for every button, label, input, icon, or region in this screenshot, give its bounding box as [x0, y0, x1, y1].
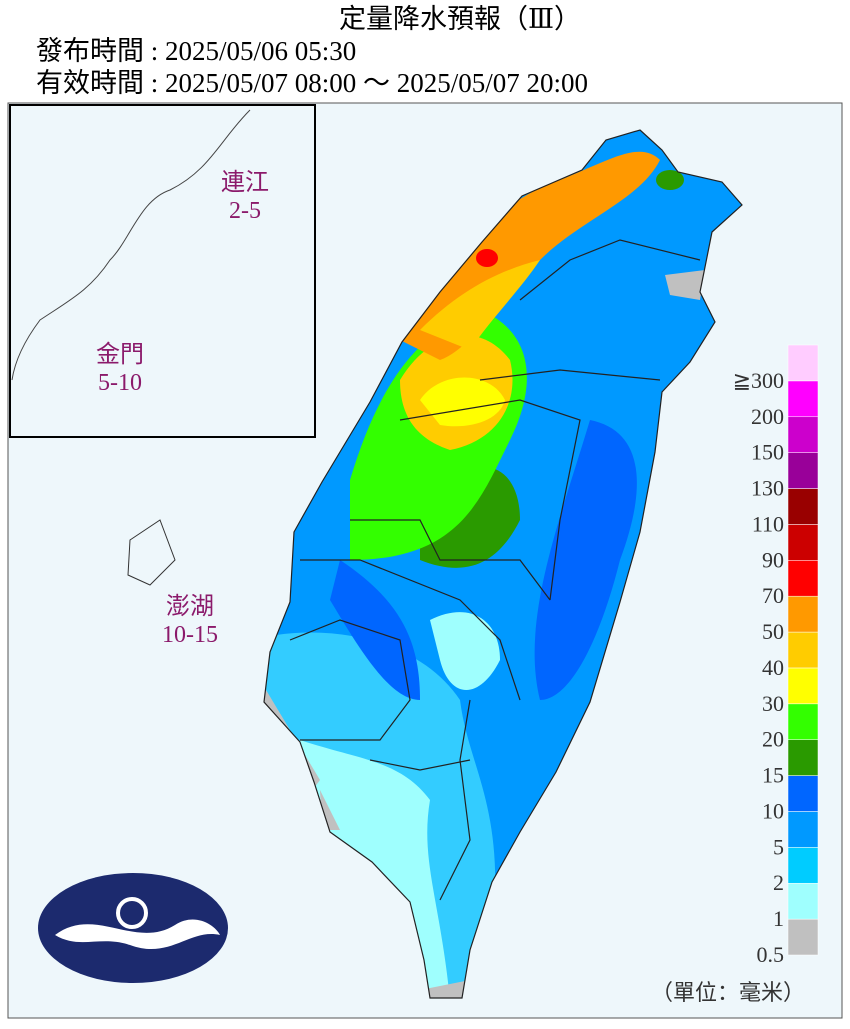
legend-label: ≧300	[733, 368, 784, 393]
island-range: 2-5	[229, 198, 261, 224]
legend-label: 30	[762, 691, 784, 716]
legend-label: 130	[751, 476, 784, 501]
legend-swatch	[787, 416, 819, 453]
logo-swirl	[55, 919, 220, 950]
legend-label: 2	[773, 870, 784, 895]
legend-swatch	[787, 344, 819, 382]
legend-swatch	[787, 667, 819, 705]
inset-box	[9, 104, 316, 438]
legend-swatch	[787, 882, 819, 920]
island-name: 澎湖	[166, 593, 214, 620]
legend-label: 5	[773, 834, 784, 859]
legend-swatch	[787, 631, 819, 669]
legend-swatch	[787, 524, 819, 561]
legend-swatch	[787, 488, 819, 525]
penghu-outline	[127, 519, 176, 586]
legend-swatch	[787, 847, 819, 884]
island-name: 連江	[221, 169, 269, 196]
valid-time: 有效時間 : 2025/05/07 08:00 ～ 2025/05/07 20:…	[36, 68, 588, 98]
legend-swatch	[787, 703, 819, 740]
legend-label: 10	[762, 798, 784, 823]
title: 定量降水預報（Ⅲ）	[339, 4, 581, 34]
legend-swatch	[787, 560, 819, 597]
legend-label: 40	[762, 655, 784, 680]
legend-label: 200	[751, 404, 784, 429]
legend-label: 50	[762, 619, 784, 644]
legend-label: 110	[752, 511, 784, 536]
inset-coast	[11, 109, 251, 381]
legend-swatch	[787, 775, 819, 812]
island-range: 5-10	[98, 370, 142, 396]
island-name: 金門	[96, 341, 144, 368]
legend-swatch	[787, 739, 819, 776]
legend-label: 1	[773, 906, 784, 931]
legend-label: 0.5	[757, 942, 785, 967]
legend-swatch	[787, 452, 819, 489]
legend-label: 15	[762, 763, 784, 788]
legend-swatch	[787, 811, 819, 848]
legend-swatch	[787, 380, 819, 418]
issue-time: 發布時間 : 2025/05/06 05:30	[36, 36, 356, 66]
legend-swatch	[787, 918, 819, 956]
island-range: 10-15	[162, 622, 218, 648]
legend-label: 20	[762, 727, 784, 752]
legend-label: 150	[751, 440, 784, 465]
county-borders	[263, 129, 743, 999]
legend-swatch	[787, 595, 819, 633]
legend-label: 70	[762, 583, 784, 608]
legend-label: 90	[762, 547, 784, 572]
unit-label: （單位：毫米）	[651, 980, 805, 1005]
logo-swirl	[116, 897, 148, 929]
